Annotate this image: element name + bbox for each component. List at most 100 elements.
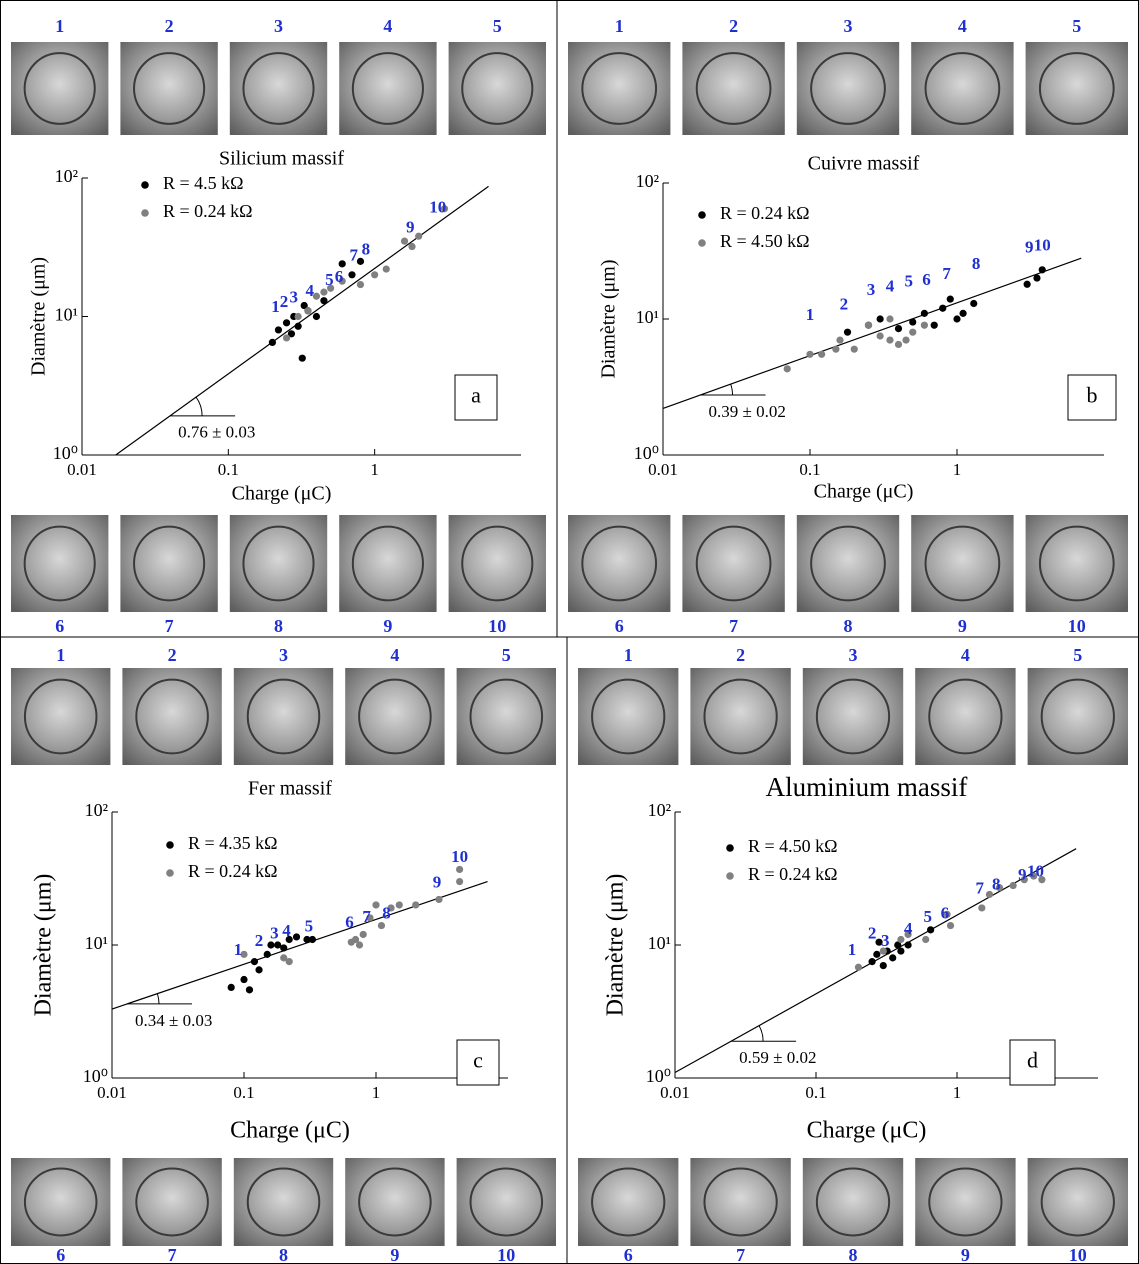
crater — [469, 1167, 544, 1237]
data-point — [985, 890, 994, 899]
point-number: 3 — [290, 287, 299, 306]
data-point — [371, 271, 379, 279]
data-point — [285, 935, 293, 944]
data-point — [897, 947, 905, 955]
micrograph — [911, 42, 1014, 135]
image-label: 6 — [55, 616, 64, 636]
image-label: 2 — [168, 645, 177, 665]
image-label: 2 — [729, 16, 738, 36]
image-label: 9 — [383, 616, 392, 636]
data-point — [904, 941, 912, 949]
crater — [810, 52, 886, 125]
image-label: 7 — [168, 1245, 177, 1264]
micrograph — [690, 1158, 791, 1246]
data-point — [435, 895, 443, 904]
data-point — [970, 299, 978, 308]
micrograph — [568, 42, 671, 135]
image-label: 8 — [849, 1245, 858, 1264]
crater — [246, 678, 321, 755]
image-label: 6 — [624, 1245, 633, 1264]
micrograph — [796, 515, 900, 612]
panel-label: a — [471, 383, 481, 408]
legend-label: R = 4.50 kΩ — [720, 231, 810, 251]
micrograph — [1025, 42, 1128, 135]
point-number: 9 — [433, 872, 442, 891]
image-label: 7 — [729, 616, 738, 636]
legend-marker — [141, 209, 149, 217]
data-point — [1033, 274, 1041, 282]
crater — [924, 525, 1001, 602]
crater — [928, 1167, 1003, 1237]
panel-label: d — [1027, 1048, 1038, 1073]
y-tick-label: 10² — [55, 166, 78, 186]
point-number: 4 — [904, 919, 913, 938]
data-point — [927, 926, 935, 934]
panel-label: c — [473, 1048, 483, 1073]
image-label: 2 — [736, 645, 745, 665]
micrograph — [448, 42, 546, 135]
point-number: 1 — [848, 940, 857, 959]
data-point — [372, 901, 380, 909]
point-number: 10 — [451, 847, 468, 866]
data-point — [953, 315, 961, 323]
crater — [591, 678, 666, 755]
image-label: 9 — [390, 1245, 399, 1264]
panel-label-box — [1067, 374, 1117, 421]
micrograph — [568, 515, 671, 612]
x-tick-label: 0.01 — [660, 1083, 690, 1102]
data-point — [294, 322, 302, 330]
micrograph — [233, 1158, 334, 1246]
data-point — [415, 232, 423, 240]
image-label: 10 — [488, 616, 506, 636]
micrograph — [1027, 668, 1128, 765]
data-point — [843, 328, 852, 336]
data-point — [783, 365, 791, 373]
micrograph — [229, 515, 328, 612]
chart-title: Aluminium massif — [766, 772, 968, 802]
data-point — [280, 954, 288, 962]
micrograph — [11, 42, 109, 135]
image-label: 9 — [958, 616, 967, 636]
image-label: 10 — [1068, 616, 1086, 636]
data-point — [359, 930, 367, 939]
angle-arc — [156, 993, 160, 1004]
x-tick-label: 1 — [370, 460, 379, 479]
data-point — [864, 321, 873, 329]
angle-arc — [195, 396, 203, 416]
micrograph — [796, 42, 900, 135]
data-point — [886, 315, 894, 323]
crater — [133, 525, 206, 602]
y-tick-label: 10² — [648, 800, 671, 820]
data-point — [806, 350, 814, 358]
data-point — [274, 941, 282, 949]
data-point — [889, 954, 897, 962]
fit-line — [662, 257, 1082, 409]
micrograph — [1027, 1158, 1128, 1246]
legend-label: R = 4.5 kΩ — [163, 173, 244, 193]
micrograph — [1025, 515, 1128, 612]
y-tick-label: 10⁰ — [634, 443, 659, 463]
crater — [246, 1167, 321, 1237]
point-number: 8 — [382, 903, 391, 922]
data-point — [879, 962, 887, 970]
data-point — [930, 321, 938, 329]
crater — [1038, 525, 1115, 602]
data-point — [440, 205, 449, 213]
point-number: 5 — [305, 917, 314, 936]
x-tick-label: 0.1 — [233, 1083, 254, 1102]
legend-label: R = 0.24 kΩ — [748, 864, 838, 884]
crater — [1040, 678, 1115, 755]
data-point — [382, 265, 390, 273]
legend-marker — [726, 844, 734, 852]
micrograph — [120, 42, 218, 135]
data-point — [351, 935, 360, 944]
data-point — [879, 947, 887, 955]
angle-arc — [758, 1025, 764, 1042]
data-point — [978, 904, 986, 912]
chart-title: Cuivre massif — [808, 153, 920, 175]
data-point — [356, 257, 365, 265]
data-point — [946, 295, 954, 303]
data-point — [897, 935, 905, 944]
image-label: 3 — [274, 16, 283, 36]
crater — [581, 52, 658, 125]
